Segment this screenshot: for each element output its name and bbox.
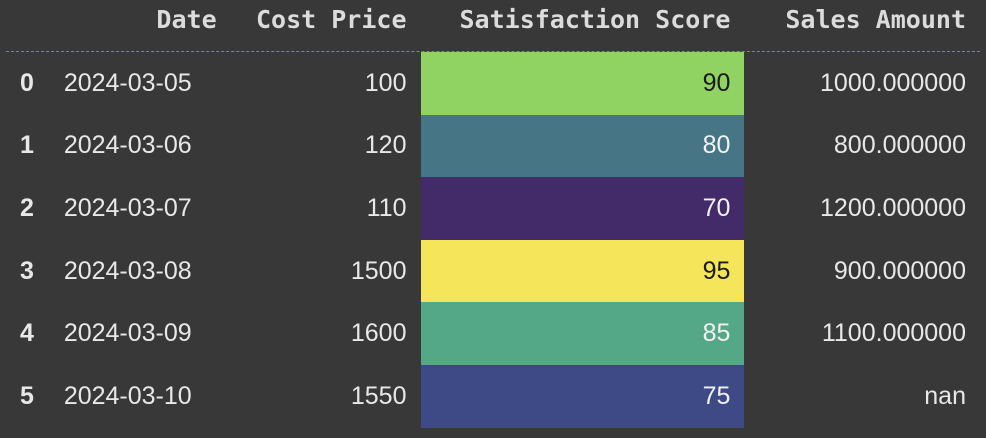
header-satisfaction-score: Satisfaction Score [459,5,731,34]
header-sales-amount: Sales Amount [785,5,966,34]
row-index-cell: 3 [20,256,34,285]
dataframe-table: Date Cost Price Satisfaction Score Sales… [0,0,986,428]
cost-price-cell: 100 [364,68,407,97]
cost-price-cell: 110 [366,193,407,222]
sales-amount-cell: 800.000000 [833,131,966,160]
date-cell: 2024-03-06 [63,131,192,160]
satisfaction-score-cell: 70 [420,177,745,240]
cost-price-cell: 120 [364,131,407,160]
cost-price-cell: 1550 [350,381,407,410]
satisfaction-score-cell: 95 [420,239,745,303]
date-cell: 2024-03-08 [63,256,192,285]
row-index-cell: 5 [20,381,34,410]
date-cell: 2024-03-09 [63,319,192,348]
row-index-cell: 2 [20,193,34,222]
satisfaction-score-cell: 85 [420,302,745,365]
sales-amount-cell: nan [924,381,966,410]
header-date: Date [156,5,217,34]
row-index-cell: 0 [20,68,34,97]
date-cell: 2024-03-10 [63,381,192,410]
sales-amount-cell: 900.000000 [833,256,966,285]
date-cell: 2024-03-05 [63,68,192,97]
sales-amount-cell: 1000.000000 [820,68,966,97]
table-row: 1 2024-03-06 120 80 800.000000 [0,114,986,178]
table-row: 4 2024-03-09 1600 85 1100.000000 [0,302,986,365]
table-row: 2 2024-03-07 110 70 1200.000000 [0,177,986,240]
satisfaction-score-cell: 80 [420,114,745,178]
table-row: 0 2024-03-05 100 90 1000.000000 [0,52,986,115]
header-row: Date Cost Price Satisfaction Score Sales… [0,0,986,40]
header-index [0,0,64,40]
sales-amount-cell: 1100.000000 [821,319,966,348]
cost-price-cell: 1500 [350,256,407,285]
date-cell: 2024-03-07 [63,193,192,222]
row-index-cell: 4 [20,319,34,348]
table-row: 3 2024-03-08 1500 95 900.000000 [0,239,986,303]
row-index-cell: 1 [20,131,34,160]
satisfaction-score-cell: 75 [420,364,745,428]
table-row: 5 2024-03-10 1550 75 nan [0,364,986,428]
cost-price-cell: 1600 [350,319,407,348]
table-body: 0 2024-03-05 100 90 1000.000000 1 2024-03-06 12… [0,52,986,428]
satisfaction-score-cell: 90 [420,52,745,115]
header-cost-price: Cost Price [255,5,407,34]
sales-amount-cell: 1200.000000 [820,193,966,222]
header-divider [6,51,980,52]
